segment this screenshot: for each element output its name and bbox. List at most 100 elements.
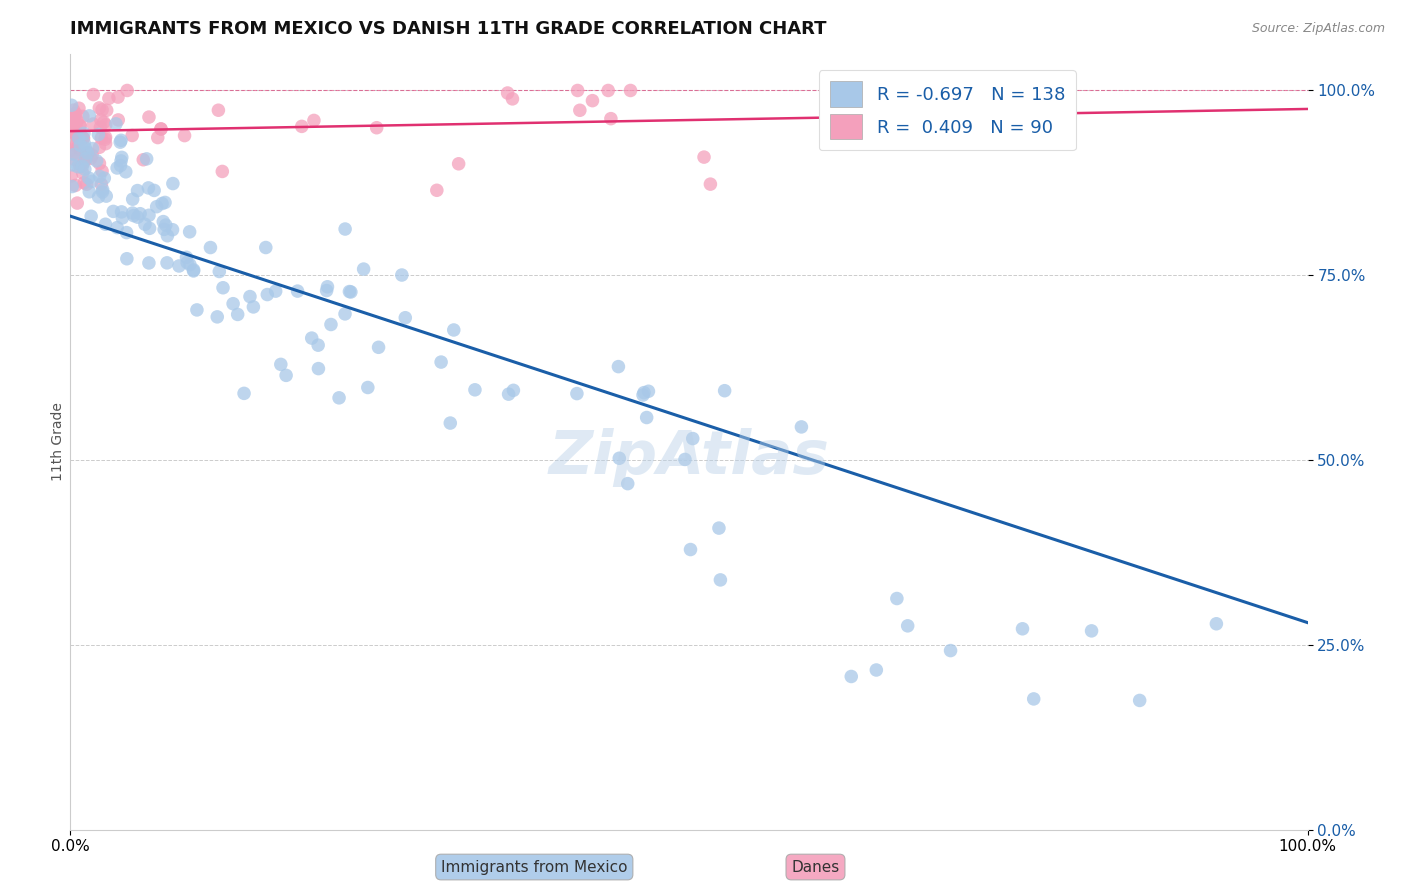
Point	[114, 165, 136, 179]
Point	[1205, 616, 1227, 631]
Point	[162, 223, 184, 237]
Point	[115, 252, 138, 266]
Point	[233, 386, 256, 401]
Point	[607, 451, 630, 466]
Point	[138, 110, 160, 124]
Point	[302, 113, 325, 128]
Point	[636, 410, 658, 425]
Point	[94, 132, 117, 146]
Point	[316, 279, 339, 293]
Point	[264, 284, 287, 298]
Point	[339, 285, 361, 299]
Point	[60, 98, 83, 112]
Point	[94, 118, 117, 132]
Point	[291, 120, 314, 134]
Point	[60, 113, 83, 128]
Point	[319, 318, 342, 332]
Point	[89, 140, 111, 154]
Point	[67, 101, 90, 115]
Point	[89, 101, 111, 115]
Point	[897, 619, 920, 633]
Point	[94, 217, 117, 231]
Point	[207, 103, 229, 118]
Point	[69, 119, 91, 133]
Point	[186, 302, 208, 317]
Point	[357, 380, 380, 394]
Point	[66, 160, 89, 174]
Text: Source: ZipAtlas.com: Source: ZipAtlas.com	[1251, 22, 1385, 36]
Point	[1022, 692, 1045, 706]
Point	[72, 109, 94, 123]
Point	[501, 92, 523, 106]
Point	[87, 190, 110, 204]
Point	[301, 331, 323, 345]
Point	[65, 178, 87, 193]
Point	[91, 103, 114, 117]
Point	[110, 205, 132, 219]
Point	[868, 83, 890, 97]
Point	[72, 166, 94, 180]
Point	[75, 147, 97, 161]
Point	[581, 94, 603, 108]
Point	[176, 250, 198, 264]
Point	[87, 128, 110, 142]
Point	[65, 136, 87, 151]
Point	[153, 195, 176, 210]
Point	[1080, 624, 1102, 638]
Point	[91, 185, 114, 199]
Point	[1011, 622, 1033, 636]
Point	[183, 264, 205, 278]
Point	[149, 122, 172, 136]
Point	[60, 124, 83, 138]
Point	[328, 391, 350, 405]
Point	[498, 387, 520, 401]
Point	[73, 176, 96, 190]
Point	[138, 208, 160, 222]
Point	[173, 128, 195, 143]
Point	[939, 643, 962, 657]
Point	[122, 209, 145, 223]
Point	[63, 110, 86, 124]
Point	[75, 141, 97, 155]
Point	[121, 206, 143, 220]
Point	[709, 573, 731, 587]
Point	[443, 323, 465, 337]
Legend: R = -0.697   N = 138, R =  0.409   N = 90: R = -0.697 N = 138, R = 0.409 N = 90	[818, 70, 1076, 150]
Point	[91, 164, 114, 178]
Point	[865, 663, 887, 677]
Point	[496, 86, 519, 100]
Point	[79, 185, 101, 199]
Point	[153, 222, 176, 236]
Point	[121, 128, 143, 143]
Point	[82, 117, 104, 131]
Point	[82, 142, 104, 156]
Point	[150, 196, 173, 211]
Point	[89, 169, 111, 184]
Point	[73, 162, 96, 177]
Point	[72, 159, 94, 173]
Point	[110, 135, 132, 149]
Point	[66, 129, 89, 144]
Point	[105, 161, 128, 175]
Point	[105, 220, 128, 235]
Point	[599, 112, 621, 126]
Point	[439, 416, 461, 430]
Point	[132, 153, 155, 167]
Point	[91, 183, 114, 197]
Point	[155, 218, 177, 232]
Point	[89, 156, 111, 170]
Point	[77, 171, 100, 186]
Point	[69, 119, 91, 133]
Point	[72, 131, 94, 145]
Point	[150, 122, 173, 136]
Point	[886, 591, 908, 606]
Point	[340, 285, 363, 299]
Point	[69, 160, 91, 174]
Point	[179, 258, 201, 272]
Point	[679, 542, 702, 557]
Point	[430, 355, 453, 369]
Point	[900, 101, 922, 115]
Point	[598, 83, 620, 97]
Point	[76, 178, 98, 192]
Point	[69, 128, 91, 143]
